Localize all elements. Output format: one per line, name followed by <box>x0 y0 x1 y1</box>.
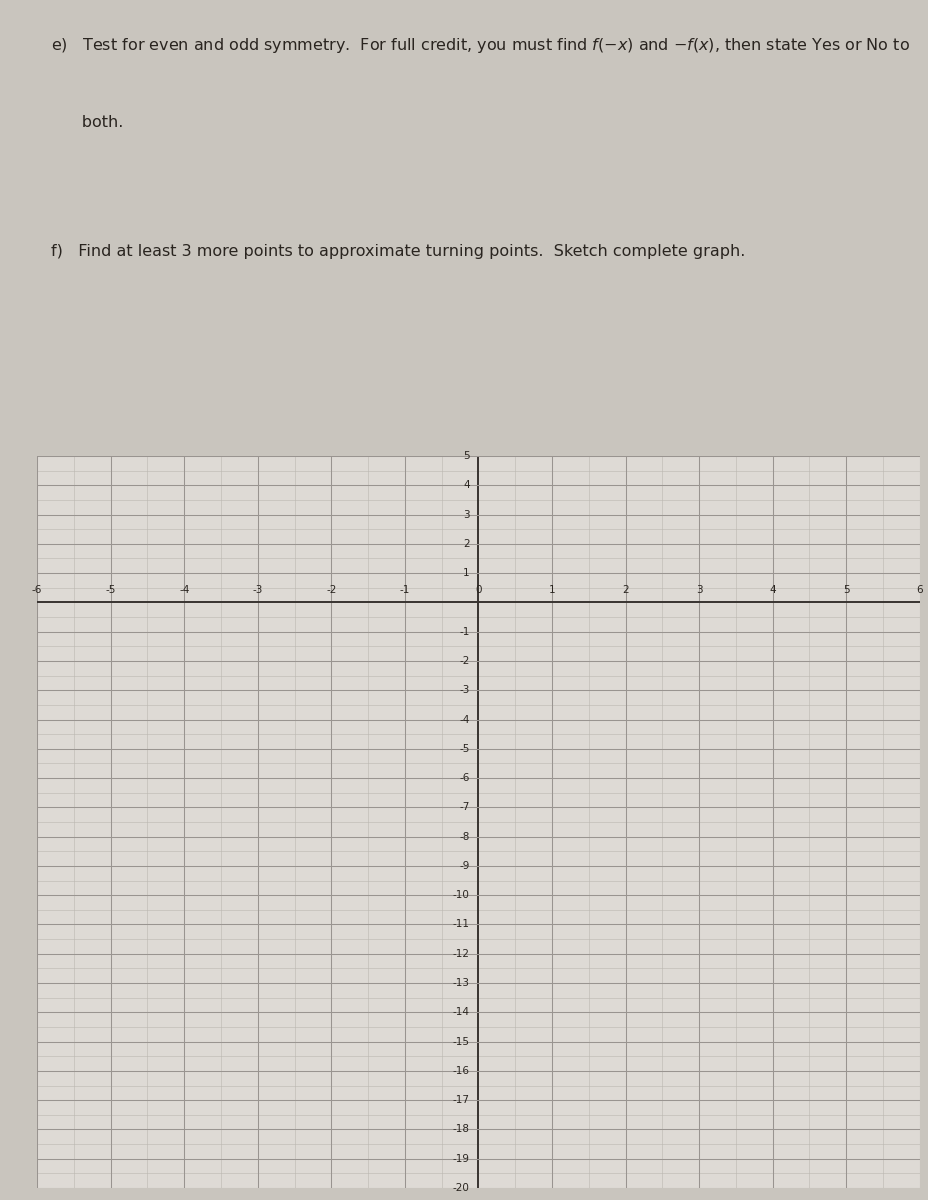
Text: -12: -12 <box>452 949 470 959</box>
Text: -8: -8 <box>458 832 470 841</box>
Text: -7: -7 <box>458 803 470 812</box>
Text: -3: -3 <box>458 685 470 695</box>
Text: both.: both. <box>51 115 123 131</box>
Text: -18: -18 <box>452 1124 470 1134</box>
Text: 2: 2 <box>622 586 628 595</box>
Text: -5: -5 <box>458 744 470 754</box>
Text: -4: -4 <box>179 586 189 595</box>
Text: 5: 5 <box>462 451 470 461</box>
Text: -5: -5 <box>106 586 116 595</box>
Text: 4: 4 <box>462 480 470 491</box>
Text: -2: -2 <box>326 586 336 595</box>
Text: 1: 1 <box>548 586 555 595</box>
Text: 2: 2 <box>462 539 470 548</box>
Text: -13: -13 <box>452 978 470 988</box>
Text: -15: -15 <box>452 1037 470 1046</box>
Text: 5: 5 <box>842 586 848 595</box>
Text: -3: -3 <box>252 586 263 595</box>
Text: -14: -14 <box>452 1007 470 1018</box>
Text: 3: 3 <box>462 510 470 520</box>
Text: 3: 3 <box>695 586 702 595</box>
Text: 1: 1 <box>462 568 470 578</box>
Text: -6: -6 <box>458 773 470 784</box>
Text: -2: -2 <box>458 656 470 666</box>
Text: -20: -20 <box>452 1183 470 1193</box>
Text: 0: 0 <box>475 586 481 595</box>
Text: 6: 6 <box>915 586 922 595</box>
Text: -4: -4 <box>458 714 470 725</box>
Text: e)   Test for even and odd symmetry.  For full credit, you must find $f(-x)$ and: e) Test for even and odd symmetry. For f… <box>51 36 909 54</box>
Text: -1: -1 <box>458 626 470 637</box>
Text: f)   Find at least 3 more points to approximate turning points.  Sketch complete: f) Find at least 3 more points to approx… <box>51 245 744 259</box>
Text: -19: -19 <box>452 1153 470 1164</box>
Text: -17: -17 <box>452 1096 470 1105</box>
Text: -11: -11 <box>452 919 470 930</box>
Text: -9: -9 <box>458 860 470 871</box>
Text: -10: -10 <box>452 890 470 900</box>
Text: -16: -16 <box>452 1066 470 1076</box>
Text: -1: -1 <box>399 586 409 595</box>
Text: 4: 4 <box>768 586 775 595</box>
Text: -6: -6 <box>32 586 43 595</box>
